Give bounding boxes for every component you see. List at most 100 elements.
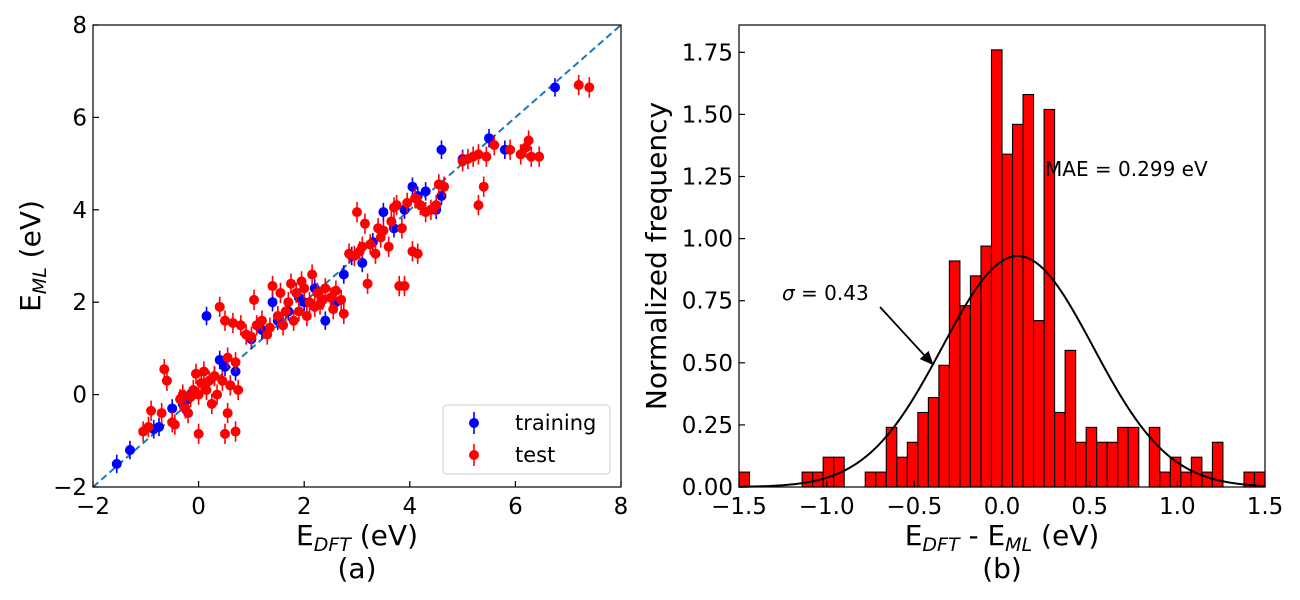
data-point-test: [320, 278, 331, 299]
data-point-test: [402, 192, 413, 214]
data-point-test: [220, 310, 230, 331]
sigma-annotation: σ = 0.43: [782, 281, 869, 305]
data-point-test: [217, 370, 228, 391]
data-point-test: [227, 312, 238, 334]
data-point-test: [230, 421, 241, 442]
data-point-test: [370, 243, 381, 264]
data-point-test: [534, 146, 545, 167]
data-point-test: [396, 218, 407, 239]
histogram-panel: −1.5 −1.0 −0.5 0.0 0.5 1.0 1.5 0.00 0.25 0.50 0.75…: [640, 24, 1284, 585]
data-point-training: [201, 306, 212, 326]
data-point-training: [484, 128, 494, 148]
x-tick-label: 0.5: [1071, 494, 1108, 520]
y-tick-label: 1.25: [682, 165, 733, 191]
data-point-test: [357, 236, 368, 257]
y-tick-label: 4: [72, 198, 87, 224]
data-point-test: [383, 236, 394, 257]
data-point-test: [143, 416, 154, 438]
histogram-bar: [896, 456, 908, 488]
histogram-bar: [1180, 471, 1192, 488]
data-point-test: [278, 315, 289, 336]
data-point-test: [299, 278, 310, 299]
data-point-test: [214, 296, 225, 317]
histogram-bar: [1001, 153, 1014, 488]
histogram-bar: [738, 471, 751, 488]
legend-label-training: training: [515, 411, 596, 435]
x-tick-label: −1.5: [711, 494, 767, 520]
data-point-test: [391, 195, 402, 216]
data-point-test: [338, 303, 349, 324]
data-point-test: [359, 213, 370, 234]
data-point-test: [267, 275, 278, 297]
data-point-test: [378, 220, 389, 241]
histogram-bar: [927, 397, 940, 488]
data-point-test: [220, 423, 230, 445]
histogram-bar: [938, 364, 950, 488]
y-tick-label: 0: [72, 383, 87, 409]
data-point-test: [365, 234, 376, 255]
histogram-bar: [801, 471, 814, 488]
histogram-bar: [822, 456, 835, 488]
y-axis-label: EML (eV): [14, 200, 51, 312]
series-test: [138, 74, 595, 445]
data-point-test: [198, 361, 209, 382]
x-tick-label: 4: [402, 494, 417, 520]
data-point-test: [235, 315, 246, 336]
data-point-test: [328, 298, 339, 320]
data-point-test: [146, 400, 157, 421]
y-tick-label: 0.00: [682, 475, 733, 501]
data-point-test: [526, 146, 537, 167]
x-tick-label: 1.0: [1159, 494, 1196, 520]
data-point-test: [275, 282, 286, 304]
x-tick-label: 1.5: [1247, 494, 1284, 520]
histogram-bar: [864, 471, 877, 488]
data-point-test: [362, 273, 373, 294]
data-point-test: [212, 384, 223, 405]
data-point-test: [399, 275, 410, 297]
data-point-test: [256, 310, 267, 331]
data-point-test: [246, 326, 257, 348]
data-point-training: [550, 78, 560, 97]
data-point-test: [523, 130, 534, 151]
histogram-bar: [885, 426, 898, 488]
data-point-test: [169, 414, 180, 435]
y-tick-label: 1.00: [682, 227, 733, 253]
data-point-training: [378, 202, 389, 222]
legend-marker-test: [469, 444, 479, 466]
histogram-bar: [980, 245, 993, 488]
histogram-bar: [1064, 349, 1077, 488]
histogram-bar: [1033, 320, 1045, 488]
data-point-test: [573, 74, 584, 96]
data-point-test: [288, 310, 299, 331]
data-point-training: [420, 182, 431, 201]
data-point-test: [386, 211, 397, 232]
x-axis-label: EDFT (eV): [296, 519, 418, 556]
x-tick-label: −2: [76, 494, 110, 520]
data-point-test: [431, 195, 442, 216]
histogram-bar: [1054, 411, 1066, 488]
histogram-bar: [1075, 441, 1087, 488]
data-point-test: [473, 195, 484, 216]
legend-box: [442, 404, 611, 475]
data-point-test: [225, 375, 236, 396]
y-tick-label: 0.25: [682, 413, 733, 439]
x-tick-label: 2: [297, 494, 312, 520]
data-point-test: [293, 301, 304, 322]
y-tick-label: 1.50: [682, 102, 733, 128]
data-point-test: [230, 352, 241, 373]
data-point-test: [159, 359, 170, 380]
data-point-training: [320, 311, 331, 330]
data-point-training: [214, 350, 225, 370]
data-point-test: [336, 289, 347, 311]
histogram-bar: [1148, 426, 1161, 488]
data-point-test: [352, 201, 362, 223]
y-axis-label-b: Normalized frequency: [640, 102, 673, 410]
data-point-training: [338, 265, 349, 284]
data-point-test: [222, 347, 233, 368]
y-tick-label: −2: [53, 475, 87, 501]
data-point-test: [291, 282, 302, 304]
data-point-test: [233, 379, 244, 401]
legend: training test: [442, 404, 611, 475]
scatter-plot-frame: [92, 24, 622, 488]
